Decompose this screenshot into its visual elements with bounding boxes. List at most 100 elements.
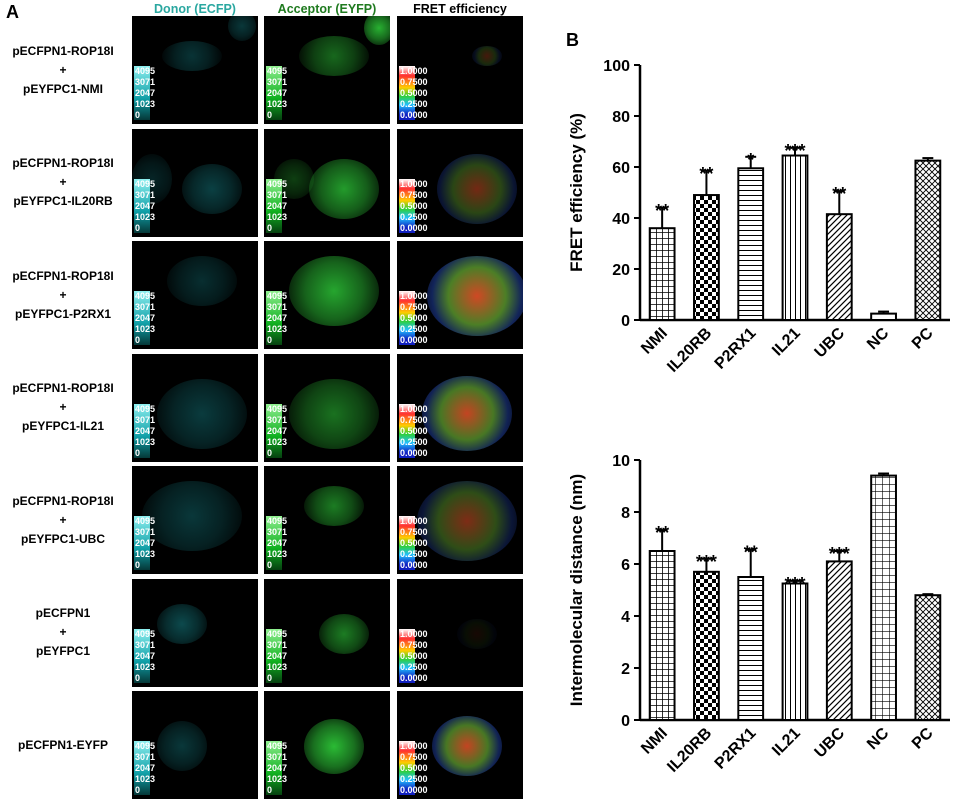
intensity-scale-bar	[399, 403, 415, 458]
scale-tick-label: 2047	[135, 200, 156, 211]
x-tick-label: IL21	[769, 325, 804, 360]
bar	[914, 594, 942, 721]
significance-label: **	[744, 543, 758, 563]
scale-tick-label: 0.5000	[400, 313, 428, 323]
scale-tick-label: 3071	[135, 752, 156, 762]
y-tick-label: 6	[621, 557, 630, 574]
scale-labels: 1.0000 0.7500 0.5000 0.2500 0.0000	[400, 179, 428, 234]
y-tick-label: 80	[612, 109, 630, 126]
scale-tick-label: 0	[267, 560, 273, 570]
row-label-line: pECFPN1-ROP18I	[12, 493, 114, 508]
x-tick-label: IL20RB	[664, 325, 715, 376]
row-label-line: pECFPN1-ROP18I	[12, 156, 114, 170]
bar	[781, 582, 809, 721]
scale-tick-label: 4095	[267, 291, 288, 301]
scale-tick-label: 3071	[135, 527, 156, 537]
micrograph-tile: 4095 3071 2047 1023 0	[264, 466, 390, 574]
scale-labels: 1.0000 0.7500 0.5000 0.2500 0.0000	[400, 629, 428, 684]
scale-tick-label: 1023	[267, 774, 288, 784]
row-label-line: +	[59, 512, 67, 527]
scale-labels: 1.0000 0.7500 0.5000 0.2500 0.0000	[400, 741, 428, 796]
scale-tick-label: 1.0000	[400, 66, 428, 76]
y-tick-label: 60	[612, 160, 630, 177]
scale-tick-label: 0.7500	[400, 77, 428, 87]
micrograph-tile: 1.0000 0.7500 0.5000 0.2500 0.0000	[397, 353, 523, 462]
bar	[870, 474, 897, 721]
intensity-scale-bar	[399, 741, 415, 795]
scale-tick-label: 0	[135, 335, 141, 345]
scale-tick-label: 3071	[135, 189, 156, 200]
row-label-line: pECFPN1-ROP18I	[12, 268, 114, 283]
x-tick-label: NMI	[638, 725, 671, 758]
scale-tick-label: 0	[267, 672, 273, 683]
scale-tick-label: 0.5000	[400, 650, 428, 661]
scale-labels: 4095 3071 2047 1023 0	[135, 179, 155, 234]
scale-tick-label: 2047	[135, 538, 156, 548]
scale-tick-label: 3071	[267, 639, 288, 650]
x-tick-label: P2RX1	[712, 325, 760, 373]
column-header-fret: FRET efficiency	[413, 2, 507, 16]
row-label-line: pEYFPC1-P2RX1	[14, 306, 112, 321]
micrograph-tile: 4095 3071 2047 1023 0	[264, 128, 390, 237]
scale-tick-label: 1.0000	[400, 291, 428, 301]
intensity-scale-bar	[399, 291, 415, 345]
cell-signal	[142, 481, 242, 551]
scale-labels: 4095 3071 2047 1023 0	[267, 291, 287, 346]
row-label-2: pECFPN1-ROP18I + pEYFPC1-IL20RB	[0, 154, 126, 211]
scale-tick-label: 0.0000	[400, 447, 428, 458]
bar	[648, 227, 676, 321]
scale-tick-label: 0	[135, 222, 141, 233]
micrograph-tile: 1.0000 0.7500 0.5000 0.2500 0.0000	[397, 16, 523, 124]
scale-tick-label: 4095	[267, 403, 288, 414]
micrograph-tile: 1.0000 0.7500 0.5000 0.2500 0.0000	[397, 128, 523, 237]
x-tick-label: UBC	[812, 324, 849, 361]
scale-tick-label: 4095	[135, 291, 156, 301]
scale-tick-label: 0.7500	[400, 189, 428, 200]
row-label-line: pEYFPC1	[35, 644, 90, 658]
micrograph-tile: 4095 3071 2047 1023 0	[264, 16, 390, 124]
scale-tick-label: 0.0000	[400, 110, 428, 120]
micrograph-tile: 4095 3071 2047 1023 0	[132, 578, 258, 687]
row-label-1: pECFPN1-ROP18I + pEYFPC1-NMI	[0, 42, 126, 99]
scale-tick-label: 1023	[267, 661, 288, 672]
y-axis-label: Intermolecular distance (nm)	[567, 474, 586, 706]
micrograph-tile: 4095 3071 2047 1023 0	[264, 241, 390, 349]
scale-tick-label: 3071	[135, 302, 156, 312]
micrograph-tile: 4095 3071 2047 1023 0	[132, 128, 258, 237]
scale-tick-label: 2047	[135, 313, 156, 323]
scale-tick-label: 0	[267, 110, 273, 120]
bar	[737, 576, 765, 721]
x-tick-label: IL21	[769, 725, 804, 760]
significance-label: **	[832, 184, 846, 204]
scale-tick-label: 4095	[135, 628, 156, 639]
scale-labels: 1.0000 0.7500 0.5000 0.2500 0.0000	[400, 66, 428, 121]
y-tick-label: 40	[612, 211, 630, 228]
row-label-line: +	[59, 175, 67, 189]
significance-label: ***	[696, 552, 717, 572]
scale-tick-label: 2047	[135, 425, 156, 436]
bar	[648, 550, 676, 721]
y-tick-label: 10	[612, 453, 630, 470]
scale-tick-label: 0.5000	[400, 200, 428, 211]
significance-label: ***	[829, 544, 850, 564]
intensity-scale-bar	[134, 628, 150, 683]
scale-tick-label: 3071	[267, 752, 288, 762]
scale-tick-label: 2047	[267, 313, 288, 323]
micrograph-tile: 1.0000 0.7500 0.5000 0.2500 0.0000	[397, 578, 523, 687]
scale-tick-label: 3071	[135, 639, 156, 650]
scale-labels: 1.0000 0.7500 0.5000 0.2500 0.0000	[400, 291, 428, 346]
scale-tick-label: 0.7500	[400, 527, 428, 537]
significance-label: *	[747, 150, 754, 170]
scale-tick-label: 0.2500	[400, 99, 428, 109]
scale-tick-label: 4095	[267, 66, 288, 76]
scale-tick-label: 4095	[135, 66, 156, 76]
scale-tick-label: 3071	[267, 77, 288, 87]
scale-tick-label: 3071	[135, 414, 156, 425]
scale-tick-label: 0.5000	[400, 763, 428, 773]
scale-tick-label: 0	[135, 560, 141, 570]
intensity-scale-bar	[134, 741, 150, 795]
row-label-line: pECFPN1	[35, 606, 91, 620]
scale-tick-label: 0.2500	[400, 436, 428, 447]
panel-b-letter: B	[566, 30, 579, 50]
cell-signal	[304, 718, 364, 774]
